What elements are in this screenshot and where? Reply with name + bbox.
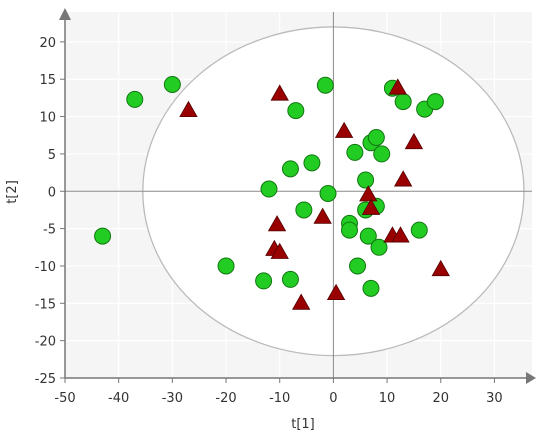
y-tick-label: 15 <box>39 73 56 88</box>
triangle-point <box>431 259 450 277</box>
circle-point <box>303 154 321 172</box>
x-tick-label: -10 <box>269 391 290 406</box>
circle-point <box>287 102 305 120</box>
triangle-point <box>359 185 378 202</box>
triangle-point <box>179 100 198 117</box>
circle-point <box>319 185 337 203</box>
triangle-point <box>270 84 289 101</box>
data-points <box>94 75 450 310</box>
y-tick-label: 5 <box>48 148 56 163</box>
circle-point <box>349 257 367 275</box>
circle-point <box>94 227 112 245</box>
circle-point <box>281 160 299 178</box>
circle-point <box>281 270 299 288</box>
circle-point <box>394 93 412 111</box>
circle-point <box>316 76 334 94</box>
circle-point <box>126 90 144 108</box>
y-tick-label: -5 <box>43 223 56 238</box>
circle-point <box>295 201 313 219</box>
triangle-point <box>291 293 311 310</box>
y-tick-label: -20 <box>35 335 56 350</box>
circle-point <box>217 257 235 275</box>
x-tick-label: 20 <box>432 391 449 406</box>
circle-point <box>346 143 364 161</box>
y-tick-label: 0 <box>48 185 56 200</box>
x-tick-label: 0 <box>329 391 337 406</box>
y-tick-label: 10 <box>39 111 56 126</box>
triangle-point <box>388 78 407 95</box>
x-tick-label: -40 <box>108 391 129 406</box>
circle-point <box>410 221 428 239</box>
triangle-point <box>361 198 381 215</box>
x-tick-label: 30 <box>486 391 503 406</box>
circle-point <box>357 171 375 189</box>
circle-point <box>370 238 388 256</box>
triangle-point <box>313 207 332 224</box>
y-tick-labels: -25 -20 -15 -10 -5 0 5 10 15 20 <box>35 36 56 387</box>
circle-point <box>260 180 278 198</box>
triangle-point <box>326 283 346 300</box>
y-axis-label: t[2] <box>5 180 20 204</box>
y-tick-label: 20 <box>39 36 56 51</box>
x-tick-label: -20 <box>215 391 236 406</box>
x-tick-label: -30 <box>162 391 183 406</box>
circle-point <box>367 128 385 146</box>
triangle-point <box>393 170 413 187</box>
y-tick-label: -10 <box>35 260 56 275</box>
circle-point <box>426 93 444 111</box>
triangle-point <box>404 132 424 150</box>
circle-point <box>255 272 273 290</box>
circle-point <box>340 221 358 239</box>
circle-point <box>362 279 380 297</box>
x-axis-label: t[1] <box>291 417 315 432</box>
x-axis-arrow <box>526 372 536 384</box>
circle-point <box>163 75 181 93</box>
y-tick-label: -15 <box>35 297 56 312</box>
x-tick-labels: -50 -40 -30 -20 -10 0 10 20 30 <box>54 391 502 406</box>
y-tick-label: -25 <box>35 372 56 387</box>
axes <box>59 8 536 384</box>
triangle-point <box>334 121 354 138</box>
circle-point <box>359 227 377 245</box>
circle-point <box>373 145 391 163</box>
y-axis-arrow <box>59 8 71 20</box>
triangle-point <box>267 215 287 232</box>
x-tick-label: 10 <box>379 391 396 406</box>
x-tick-label: -50 <box>54 391 75 406</box>
triangle-point <box>391 226 410 243</box>
triangle-point <box>270 242 289 259</box>
